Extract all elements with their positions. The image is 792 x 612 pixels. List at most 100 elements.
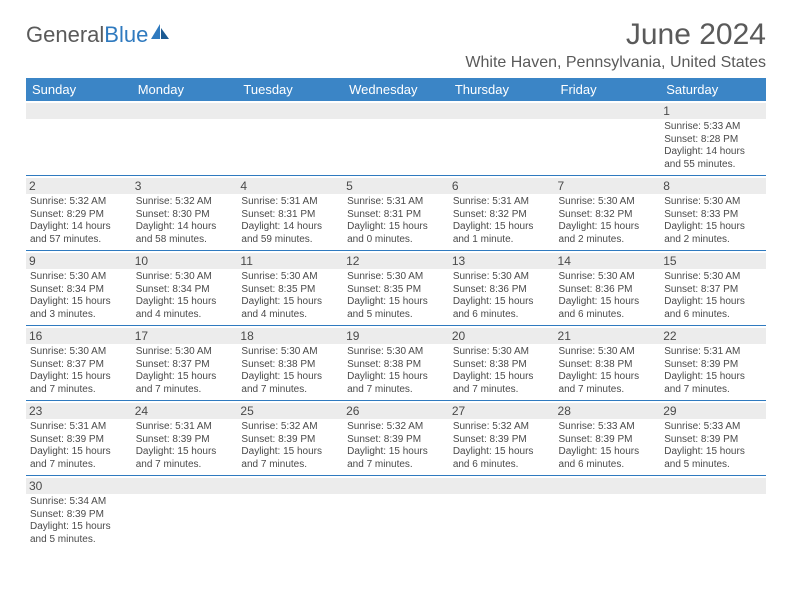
sunrise-text: Sunrise: 5:32 AM [241, 421, 339, 434]
day-number [343, 103, 449, 119]
sunrise-text: Sunrise: 5:30 AM [664, 271, 762, 284]
day-cell: 20Sunrise: 5:30 AMSunset: 8:38 PMDayligh… [449, 326, 555, 401]
day-cell [555, 101, 661, 176]
sunset-text: Sunset: 8:39 PM [664, 359, 762, 372]
day-cell [660, 476, 766, 551]
day-details: Sunrise: 5:31 AMSunset: 8:39 PMDaylight:… [664, 346, 762, 396]
day-cell: 25Sunrise: 5:32 AMSunset: 8:39 PMDayligh… [237, 401, 343, 476]
day-cell [343, 476, 449, 551]
day-cell [237, 101, 343, 176]
week-row: 16Sunrise: 5:30 AMSunset: 8:37 PMDayligh… [26, 326, 766, 401]
daylight-text: Daylight: 15 hours and 5 minutes. [664, 446, 762, 471]
daylight-text: Daylight: 15 hours and 1 minute. [453, 221, 551, 246]
sunset-text: Sunset: 8:31 PM [241, 209, 339, 222]
sunset-text: Sunset: 8:37 PM [664, 284, 762, 297]
dow-saturday: Saturday [660, 78, 766, 101]
day-cell [449, 476, 555, 551]
day-cell [26, 101, 132, 176]
day-number [449, 478, 555, 494]
day-number: 21 [555, 328, 661, 344]
day-details: Sunrise: 5:31 AMSunset: 8:39 PMDaylight:… [136, 421, 234, 471]
sunset-text: Sunset: 8:32 PM [559, 209, 657, 222]
day-details: Sunrise: 5:32 AMSunset: 8:39 PMDaylight:… [453, 421, 551, 471]
daylight-text: Daylight: 15 hours and 7 minutes. [136, 446, 234, 471]
day-details: Sunrise: 5:30 AMSunset: 8:35 PMDaylight:… [241, 271, 339, 321]
daylight-text: Daylight: 15 hours and 6 minutes. [559, 296, 657, 321]
sunset-text: Sunset: 8:32 PM [453, 209, 551, 222]
sunrise-text: Sunrise: 5:33 AM [664, 421, 762, 434]
day-number: 30 [26, 478, 132, 494]
day-cell: 23Sunrise: 5:31 AMSunset: 8:39 PMDayligh… [26, 401, 132, 476]
sunrise-text: Sunrise: 5:30 AM [664, 196, 762, 209]
sunrise-text: Sunrise: 5:30 AM [559, 346, 657, 359]
daylight-text: Daylight: 15 hours and 7 minutes. [136, 371, 234, 396]
logo: GeneralBlue [26, 22, 172, 48]
daylight-text: Daylight: 14 hours and 59 minutes. [241, 221, 339, 246]
day-cell: 29Sunrise: 5:33 AMSunset: 8:39 PMDayligh… [660, 401, 766, 476]
day-number: 6 [449, 178, 555, 194]
day-number: 4 [237, 178, 343, 194]
day-number: 1 [660, 103, 766, 119]
day-details: Sunrise: 5:32 AMSunset: 8:39 PMDaylight:… [347, 421, 445, 471]
day-details: Sunrise: 5:30 AMSunset: 8:36 PMDaylight:… [453, 271, 551, 321]
day-cell: 27 Sunrise: 5:32 AMSunset: 8:39 PMDayligh… [449, 401, 555, 476]
day-of-week-row: Sunday Monday Tuesday Wednesday Thursday… [26, 78, 766, 101]
day-details: Sunrise: 5:31 AMSunset: 8:31 PMDaylight:… [241, 196, 339, 246]
logo-sail-icon [150, 22, 172, 40]
day-cell: 11 Sunrise: 5:30 AMSunset: 8:35 PMDayligh… [237, 251, 343, 326]
daylight-text: Daylight: 15 hours and 7 minutes. [347, 446, 445, 471]
sunrise-text: Sunrise: 5:30 AM [453, 271, 551, 284]
day-number: 11 [237, 253, 343, 269]
week-row: 1Sunrise: 5:33 AMSunset: 8:28 PMDaylight… [26, 101, 766, 176]
sunrise-text: Sunrise: 5:31 AM [453, 196, 551, 209]
day-details: Sunrise: 5:30 AMSunset: 8:37 PMDaylight:… [664, 271, 762, 321]
sunrise-text: Sunrise: 5:31 AM [664, 346, 762, 359]
sunrise-text: Sunrise: 5:33 AM [664, 121, 762, 134]
sunset-text: Sunset: 8:34 PM [30, 284, 128, 297]
day-cell: 24 Sunrise: 5:31 AMSunset: 8:39 PMDayligh… [132, 401, 238, 476]
day-cell: 5Sunrise: 5:31 AMSunset: 8:31 PMDaylight… [343, 176, 449, 251]
day-number: 27 [449, 403, 555, 419]
day-cell: 13Sunrise: 5:30 AMSunset: 8:36 PMDayligh… [449, 251, 555, 326]
title-block: June 2024 White Haven, Pennsylvania, Uni… [465, 18, 766, 72]
daylight-text: Daylight: 15 hours and 7 minutes. [30, 371, 128, 396]
daylight-text: Daylight: 15 hours and 7 minutes. [347, 371, 445, 396]
sunset-text: Sunset: 8:39 PM [347, 434, 445, 447]
sunrise-text: Sunrise: 5:30 AM [241, 346, 339, 359]
day-details: Sunrise: 5:31 AMSunset: 8:31 PMDaylight:… [347, 196, 445, 246]
sunset-text: Sunset: 8:34 PM [136, 284, 234, 297]
day-cell: 15Sunrise: 5:30 AMSunset: 8:37 PMDayligh… [660, 251, 766, 326]
sunset-text: Sunset: 8:33 PM [664, 209, 762, 222]
calendar-body: 1Sunrise: 5:33 AMSunset: 8:28 PMDaylight… [26, 101, 766, 550]
day-number: 14 [555, 253, 661, 269]
day-cell: 28Sunrise: 5:33 AMSunset: 8:39 PMDayligh… [555, 401, 661, 476]
day-number: 9 [26, 253, 132, 269]
sunset-text: Sunset: 8:39 PM [30, 509, 128, 522]
day-number: 24 [132, 403, 238, 419]
day-cell: 8Sunrise: 5:30 AMSunset: 8:33 PMDaylight… [660, 176, 766, 251]
sunset-text: Sunset: 8:35 PM [347, 284, 445, 297]
day-cell: 10Sunrise: 5:30 AMSunset: 8:34 PMDayligh… [132, 251, 238, 326]
daylight-text: Daylight: 15 hours and 4 minutes. [241, 296, 339, 321]
day-details: Sunrise: 5:30 AMSunset: 8:34 PMDaylight:… [30, 271, 128, 321]
day-number [132, 478, 238, 494]
daylight-text: Daylight: 14 hours and 55 minutes. [664, 146, 762, 171]
sunset-text: Sunset: 8:39 PM [664, 434, 762, 447]
location: White Haven, Pennsylvania, United States [465, 54, 766, 72]
header: GeneralBlue June 2024 White Haven, Penns… [26, 18, 766, 72]
daylight-text: Daylight: 15 hours and 5 minutes. [30, 521, 128, 546]
day-number: 25 [237, 403, 343, 419]
day-details: Sunrise: 5:30 AMSunset: 8:35 PMDaylight:… [347, 271, 445, 321]
sunset-text: Sunset: 8:31 PM [347, 209, 445, 222]
day-number: 7 [555, 178, 661, 194]
day-details: Sunrise: 5:31 AMSunset: 8:32 PMDaylight:… [453, 196, 551, 246]
day-details: Sunrise: 5:30 AMSunset: 8:37 PMDaylight:… [30, 346, 128, 396]
dow-tuesday: Tuesday [237, 78, 343, 101]
day-cell: 7Sunrise: 5:30 AMSunset: 8:32 PMDaylight… [555, 176, 661, 251]
day-number: 3 [132, 178, 238, 194]
day-number [343, 478, 449, 494]
sunset-text: Sunset: 8:35 PM [241, 284, 339, 297]
week-row: 23Sunrise: 5:31 AMSunset: 8:39 PMDayligh… [26, 401, 766, 476]
day-cell: 4 Sunrise: 5:31 AMSunset: 8:31 PMDaylight… [237, 176, 343, 251]
daylight-text: Daylight: 15 hours and 7 minutes. [30, 446, 128, 471]
